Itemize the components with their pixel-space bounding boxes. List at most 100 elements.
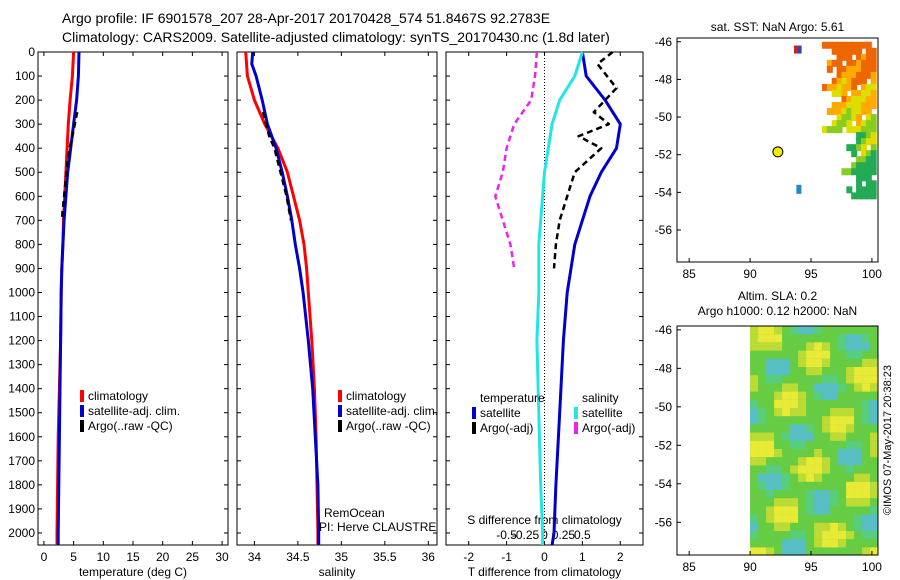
sst-cell — [870, 180, 877, 188]
sla-cell — [822, 416, 831, 425]
sst-cell — [851, 65, 858, 73]
credit-pi: PI: Herve CLAUSTRE — [319, 520, 436, 534]
sst-cell — [851, 168, 858, 176]
y-tick-label: 800 — [15, 237, 35, 251]
sla-cell — [798, 457, 807, 466]
sla-cell — [838, 334, 847, 343]
sla-cell — [766, 432, 775, 441]
sla-cell — [758, 457, 767, 466]
sst-cell — [836, 53, 843, 61]
x-tick-label: 25 — [186, 550, 200, 564]
sst-cell — [870, 77, 877, 85]
sst-cell — [870, 53, 877, 61]
sst-cell — [831, 83, 838, 91]
sla-cell — [782, 358, 791, 367]
sla-cell — [846, 498, 855, 507]
sla-cell — [846, 424, 855, 433]
sla-cell — [750, 334, 759, 343]
sla-cell — [774, 408, 783, 417]
sla-cell — [814, 539, 823, 548]
sst-cell — [865, 192, 872, 200]
sla-cell — [790, 326, 799, 335]
sla-cell — [782, 367, 791, 376]
map-y-tick-label: -50 — [655, 400, 673, 414]
sla-cell — [846, 367, 855, 376]
legend-label: satellite — [480, 406, 521, 420]
sla-cell — [782, 391, 791, 400]
sla-cell — [798, 350, 807, 359]
x-tick-label: 35.5 — [373, 550, 397, 564]
sla-cell — [870, 449, 879, 458]
sst-cell — [821, 83, 828, 91]
sla-cell — [766, 514, 775, 523]
sla-cell — [854, 334, 863, 343]
sst-cell — [856, 138, 863, 146]
x-tick-label: 20 — [156, 550, 170, 564]
sst-cell — [851, 114, 858, 122]
sla-cell — [766, 334, 775, 343]
sla-cell — [862, 481, 871, 490]
x-tick-label: 2 — [617, 550, 624, 564]
sla-cell — [870, 440, 879, 449]
sla-cell — [790, 498, 799, 507]
legend-swatch — [574, 407, 578, 419]
sst-cell — [865, 132, 872, 140]
sla-cell — [854, 481, 863, 490]
sst-cell — [865, 180, 872, 188]
sla-cell — [854, 490, 863, 499]
sst-cell — [865, 47, 872, 55]
sla-cell — [782, 473, 791, 482]
sla-cell — [862, 367, 871, 376]
sst-cell — [865, 156, 872, 164]
sst-cell — [870, 156, 877, 164]
sla-cell — [814, 326, 823, 335]
sla-cell — [774, 498, 783, 507]
sla-cell — [758, 408, 767, 417]
sst-cell — [865, 114, 872, 122]
sla-cell — [870, 399, 879, 408]
sst-cell — [865, 126, 872, 134]
sla-cell — [830, 416, 839, 425]
sla-cell — [806, 326, 815, 335]
figure-title-line1: Argo profile: IF 6901578_207 28-Apr-2017… — [62, 10, 551, 26]
sst-cell — [860, 186, 867, 194]
sst-cell — [865, 59, 872, 67]
sst-cell — [856, 168, 863, 176]
y-tick-label: 1900 — [8, 502, 35, 516]
sla-cell — [758, 326, 767, 335]
x-tick-label: 10 — [97, 550, 111, 564]
y-tick-label: 0 — [28, 45, 35, 59]
sla-cell — [790, 539, 799, 548]
sla-cell — [854, 342, 863, 351]
sst-cell — [860, 156, 867, 164]
sla-cell — [750, 514, 759, 523]
sla-cell — [854, 522, 863, 531]
map-y-tick-label: -46 — [655, 323, 673, 337]
sst-cell — [836, 77, 843, 85]
y-tick-label: 1400 — [8, 382, 35, 396]
sla-cell — [806, 342, 815, 351]
sst-cell — [846, 168, 853, 176]
sla-cell — [766, 490, 775, 499]
sla-cell — [750, 531, 759, 540]
sla-cell — [758, 416, 767, 425]
sla-cell — [814, 473, 823, 482]
series-line — [494, 51, 539, 269]
sst-cell — [860, 41, 867, 49]
sla-cell — [870, 358, 879, 367]
legend-swatch — [80, 390, 84, 402]
sla-cell — [774, 506, 783, 515]
sla-cell — [774, 522, 783, 531]
sst-cell — [856, 120, 863, 128]
sst-cell — [841, 53, 848, 61]
sst-cell — [851, 126, 858, 134]
sst-cell — [856, 126, 863, 134]
sla-cell — [814, 531, 823, 540]
sla-cell — [774, 358, 783, 367]
sst-cell — [841, 41, 848, 49]
sla-cell — [774, 326, 783, 335]
map-y-tick-label: -52 — [655, 438, 673, 452]
sst-cell — [870, 59, 877, 67]
sla-cell — [766, 449, 775, 458]
